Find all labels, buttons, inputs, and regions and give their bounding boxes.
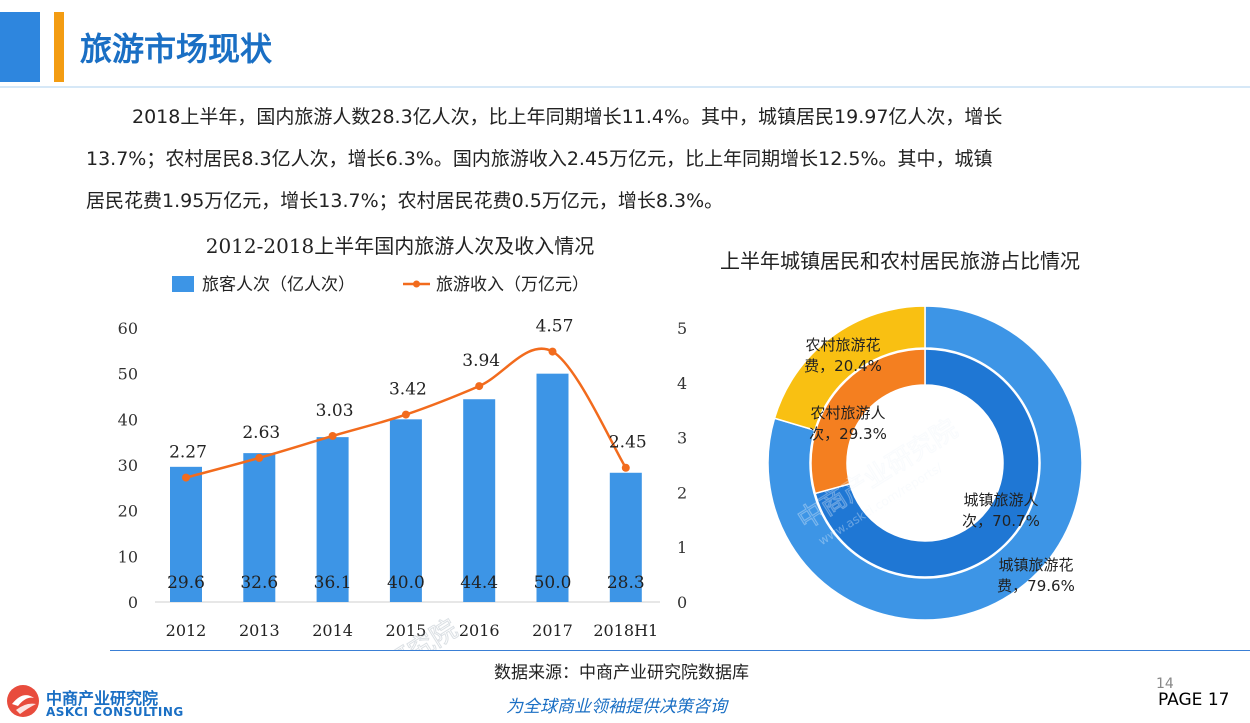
- slice-label-农村旅游人次: 农村旅游人次，29.3%: [809, 404, 887, 443]
- slice-inner-城镇旅游人次: [814, 348, 1040, 578]
- legend-label-line: 旅游收入（万亿元）: [436, 275, 589, 295]
- y-left-tick-label: 10: [118, 547, 138, 566]
- bar-2018H1: [609, 472, 642, 602]
- bar-value-label: 44.4: [460, 573, 498, 593]
- summary-line-1: 2018上半年，国内旅游人数28.3亿人次，比上年同期增长11.4%。其中，城镇…: [132, 106, 1003, 128]
- bar-2014: [316, 437, 349, 602]
- x-tick-label: 2013: [239, 621, 280, 640]
- legend-marker-line: [413, 280, 420, 288]
- revenue-point-2017: [548, 347, 557, 356]
- x-tick-label: 2018H1: [593, 621, 658, 640]
- x-tick-label: 2017: [532, 621, 573, 640]
- bar-2016: [463, 399, 496, 602]
- bar-2017: [536, 373, 569, 602]
- legend-label-bar: 旅客人次（亿人次）: [202, 275, 355, 295]
- x-tick-label: 2014: [312, 621, 353, 640]
- bar-value-label: 32.6: [240, 573, 278, 593]
- summary-line-3: 居民花费1.95万亿元，增长13.7%；农村居民花费0.5万亿元，增长8.3%。: [86, 190, 724, 212]
- revenue-value-label: 2.63: [242, 423, 280, 443]
- bar-value-label: 50.0: [534, 573, 572, 593]
- slice-label-农村旅游花费: 农村旅游花费，20.4%: [804, 336, 882, 375]
- revenue-value-label: 3.42: [389, 380, 427, 400]
- revenue-point-2015: [401, 410, 410, 419]
- y-right-tick-label: 2: [677, 483, 687, 502]
- revenue-point-2013: [255, 453, 264, 462]
- logo-name-cn: 中商产业研究院: [46, 689, 159, 708]
- revenue-value-label: 3.94: [462, 351, 500, 371]
- y-right-tick-label: 4: [677, 374, 687, 393]
- y-left-tick-label: 50: [118, 365, 138, 384]
- page-number: 14: [1156, 676, 1174, 692]
- y-left-tick-label: 20: [118, 502, 138, 521]
- revenue-point-2018H1: [621, 463, 630, 472]
- chart-title: 2012-2018上半年国内旅游人次及收入情况: [206, 234, 595, 258]
- revenue-value-label: 2.27: [169, 443, 207, 463]
- bar-2015: [389, 419, 422, 602]
- bar-value-label: 40.0: [387, 573, 425, 593]
- y-left-tick-label: 0: [128, 593, 138, 612]
- y-left-tick-label: 60: [118, 319, 138, 338]
- summary-paragraph: 2018上半年，国内旅游人数28.3亿人次，比上年同期增长11.4%。其中，城镇…: [86, 96, 1186, 222]
- revenue-point-2012: [182, 473, 190, 482]
- slice-outer-农村旅游花费: [773, 305, 926, 432]
- revenue-point-2016: [475, 382, 484, 391]
- revenue-point-2014: [328, 431, 337, 440]
- header-divider: [0, 86, 1250, 88]
- slice-label-城镇旅游花费: 城镇旅游花费，79.6%: [997, 556, 1075, 595]
- y-right-tick-label: 0: [677, 593, 687, 612]
- slice-inner-农村旅游人次: [810, 348, 926, 495]
- revenue-value-label: 3.03: [316, 401, 354, 421]
- y-right-tick-label: 3: [677, 429, 687, 448]
- slice-label-城镇旅游人次: 城镇旅游人次，70.7%: [962, 491, 1040, 530]
- y-right-tick-label: 1: [677, 538, 687, 557]
- y-left-tick-label: 40: [118, 410, 138, 429]
- summary-line-2: 13.7%；农村居民8.3亿人次，增长6.3%。国内旅游收入2.45万亿元，比上…: [86, 148, 993, 170]
- bar-2013: [243, 453, 276, 602]
- askci-logo-icon: [7, 685, 39, 717]
- y-right-tick-label: 5: [677, 319, 687, 338]
- footer-slogan: 为全球商业领袖提供决策咨询: [506, 697, 727, 717]
- x-tick-label: 2016: [459, 621, 500, 640]
- page-label: PAGE 17: [1158, 690, 1230, 710]
- y-left-tick-label: 30: [118, 456, 138, 475]
- x-tick-label: 2012: [166, 621, 207, 640]
- header-accent-orange: [54, 12, 64, 82]
- x-tick-label: 2015: [386, 621, 427, 640]
- bar-2012: [170, 466, 202, 602]
- bar-value-label: 28.3: [607, 573, 645, 593]
- revenue-value-label: 2.45: [609, 433, 647, 453]
- bar-value-label: 29.6: [167, 573, 205, 593]
- bar-value-label: 36.1: [314, 573, 352, 593]
- legend-swatch-bar: [172, 276, 194, 292]
- page-title: 旅游市场现状: [80, 30, 273, 68]
- footer-divider: [110, 650, 1250, 651]
- slice-outer-城镇旅游花费: [767, 305, 1083, 621]
- logo-name-en: ASKCI CONSULTING: [46, 705, 184, 719]
- revenue-value-label: 4.57: [536, 317, 574, 337]
- data-source: 数据来源：中商产业研究院数据库: [494, 663, 749, 683]
- donut-title: 上半年城镇居民和农村居民旅游占比情况: [720, 249, 1080, 273]
- header-accent-blue: [0, 12, 40, 82]
